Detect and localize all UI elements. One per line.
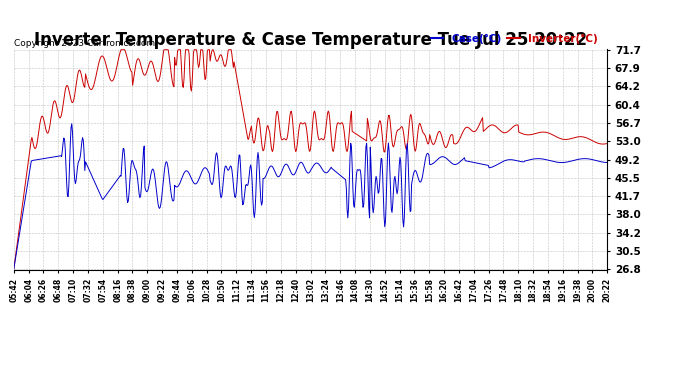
Text: Copyright 2023 Cartronics.com: Copyright 2023 Cartronics.com <box>14 39 155 48</box>
Title: Inverter Temperature & Case Temperature Tue Jul 25 20:22: Inverter Temperature & Case Temperature … <box>34 31 587 49</box>
Legend: Case(°C), Inverter(°C): Case(°C), Inverter(°C) <box>427 30 602 48</box>
